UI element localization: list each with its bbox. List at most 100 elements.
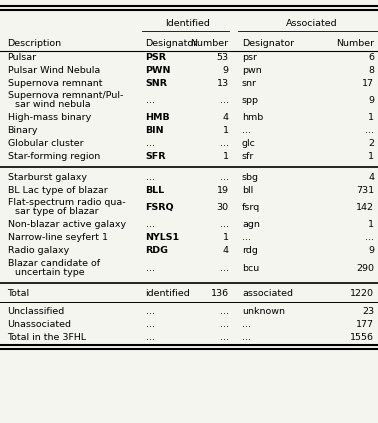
Text: ...: ... <box>146 320 155 329</box>
Text: 9: 9 <box>368 96 374 105</box>
Text: 136: 136 <box>211 289 229 298</box>
Text: bcu: bcu <box>242 264 259 273</box>
Text: 4: 4 <box>368 173 374 181</box>
Text: 1: 1 <box>223 126 229 135</box>
Text: Binary: Binary <box>8 126 38 135</box>
Text: 13: 13 <box>217 79 229 88</box>
Text: agn: agn <box>242 220 260 229</box>
Text: ...: ... <box>220 173 229 181</box>
Text: ...: ... <box>365 233 374 242</box>
Text: Description: Description <box>8 38 62 48</box>
Text: fsrq: fsrq <box>242 203 260 212</box>
Text: associated: associated <box>242 289 293 298</box>
Text: Non-blazar active galaxy: Non-blazar active galaxy <box>8 220 125 229</box>
Text: Total in the 3FHL: Total in the 3FHL <box>8 332 87 341</box>
Text: sar wind nebula: sar wind nebula <box>15 100 91 109</box>
Text: 1556: 1556 <box>350 332 374 341</box>
Text: 290: 290 <box>356 264 374 273</box>
Text: glc: glc <box>242 139 256 148</box>
Text: Globular cluster: Globular cluster <box>8 139 83 148</box>
Text: 2: 2 <box>368 139 374 148</box>
Text: BIN: BIN <box>146 126 164 135</box>
Text: Identified: Identified <box>165 19 209 28</box>
Text: bll: bll <box>242 186 253 195</box>
Text: ...: ... <box>146 139 155 148</box>
Text: 4: 4 <box>223 246 229 255</box>
Text: ...: ... <box>242 233 251 242</box>
Text: spp: spp <box>242 96 259 105</box>
Text: Flat-spectrum radio qua-: Flat-spectrum radio qua- <box>8 198 125 207</box>
Text: HMB: HMB <box>146 113 170 122</box>
Text: 17: 17 <box>362 79 374 88</box>
Text: 177: 177 <box>356 320 374 329</box>
Text: 53: 53 <box>217 53 229 62</box>
Text: Number: Number <box>336 38 374 48</box>
Text: 1220: 1220 <box>350 289 374 298</box>
Text: High-mass binary: High-mass binary <box>8 113 91 122</box>
Text: Total: Total <box>8 289 30 298</box>
Text: 8: 8 <box>368 66 374 74</box>
Text: 4: 4 <box>223 113 229 122</box>
Text: rdg: rdg <box>242 246 258 255</box>
Text: ...: ... <box>146 307 155 316</box>
Text: ...: ... <box>220 264 229 273</box>
Text: ...: ... <box>146 332 155 341</box>
Text: Blazar candidate of: Blazar candidate of <box>8 259 100 268</box>
Text: Unclassified: Unclassified <box>8 307 65 316</box>
Text: Designator: Designator <box>146 38 198 48</box>
Text: ...: ... <box>146 96 155 105</box>
Text: PWN: PWN <box>146 66 171 74</box>
Text: identified: identified <box>146 289 190 298</box>
Text: pwn: pwn <box>242 66 262 74</box>
Text: SFR: SFR <box>146 152 166 161</box>
Text: BLL: BLL <box>146 186 165 195</box>
Text: Pulsar Wind Nebula: Pulsar Wind Nebula <box>8 66 100 74</box>
Text: 1: 1 <box>368 152 374 161</box>
Text: ...: ... <box>146 173 155 181</box>
Text: sbg: sbg <box>242 173 259 181</box>
Text: 731: 731 <box>356 186 374 195</box>
Text: ...: ... <box>220 320 229 329</box>
Text: Supernova remnant/Pul-: Supernova remnant/Pul- <box>8 91 123 100</box>
Text: Radio galaxy: Radio galaxy <box>8 246 69 255</box>
Text: 9: 9 <box>368 246 374 255</box>
Text: 30: 30 <box>217 203 229 212</box>
Text: 23: 23 <box>362 307 374 316</box>
Text: hmb: hmb <box>242 113 263 122</box>
Text: 1: 1 <box>368 220 374 229</box>
Text: Designator: Designator <box>242 38 294 48</box>
Text: ...: ... <box>220 139 229 148</box>
Text: snr: snr <box>242 79 257 88</box>
Text: ...: ... <box>146 220 155 229</box>
Text: NYLS1: NYLS1 <box>146 233 180 242</box>
Text: 19: 19 <box>217 186 229 195</box>
Text: ...: ... <box>220 307 229 316</box>
Text: ...: ... <box>220 96 229 105</box>
Text: ...: ... <box>242 332 251 341</box>
Text: Unassociated: Unassociated <box>8 320 71 329</box>
Text: 1: 1 <box>223 233 229 242</box>
Text: unknown: unknown <box>242 307 285 316</box>
Text: ...: ... <box>220 332 229 341</box>
Text: 1: 1 <box>368 113 374 122</box>
Text: Associated: Associated <box>286 19 338 28</box>
Text: 9: 9 <box>223 66 229 74</box>
Text: Star-forming region: Star-forming region <box>8 152 100 161</box>
Text: ...: ... <box>242 320 251 329</box>
Text: FSRQ: FSRQ <box>146 203 174 212</box>
Text: PSR: PSR <box>146 53 167 62</box>
Text: ...: ... <box>146 264 155 273</box>
Text: SNR: SNR <box>146 79 167 88</box>
Text: 6: 6 <box>368 53 374 62</box>
Text: ...: ... <box>220 220 229 229</box>
Text: Starburst galaxy: Starburst galaxy <box>8 173 87 181</box>
Text: sar type of blazar: sar type of blazar <box>15 207 99 216</box>
Text: ...: ... <box>365 126 374 135</box>
Text: Number: Number <box>191 38 229 48</box>
Text: Narrow-line seyfert 1: Narrow-line seyfert 1 <box>8 233 108 242</box>
Text: psr: psr <box>242 53 257 62</box>
Text: Pulsar: Pulsar <box>8 53 37 62</box>
Text: 142: 142 <box>356 203 374 212</box>
Text: Supernova remnant: Supernova remnant <box>8 79 102 88</box>
Text: uncertain type: uncertain type <box>15 268 85 277</box>
